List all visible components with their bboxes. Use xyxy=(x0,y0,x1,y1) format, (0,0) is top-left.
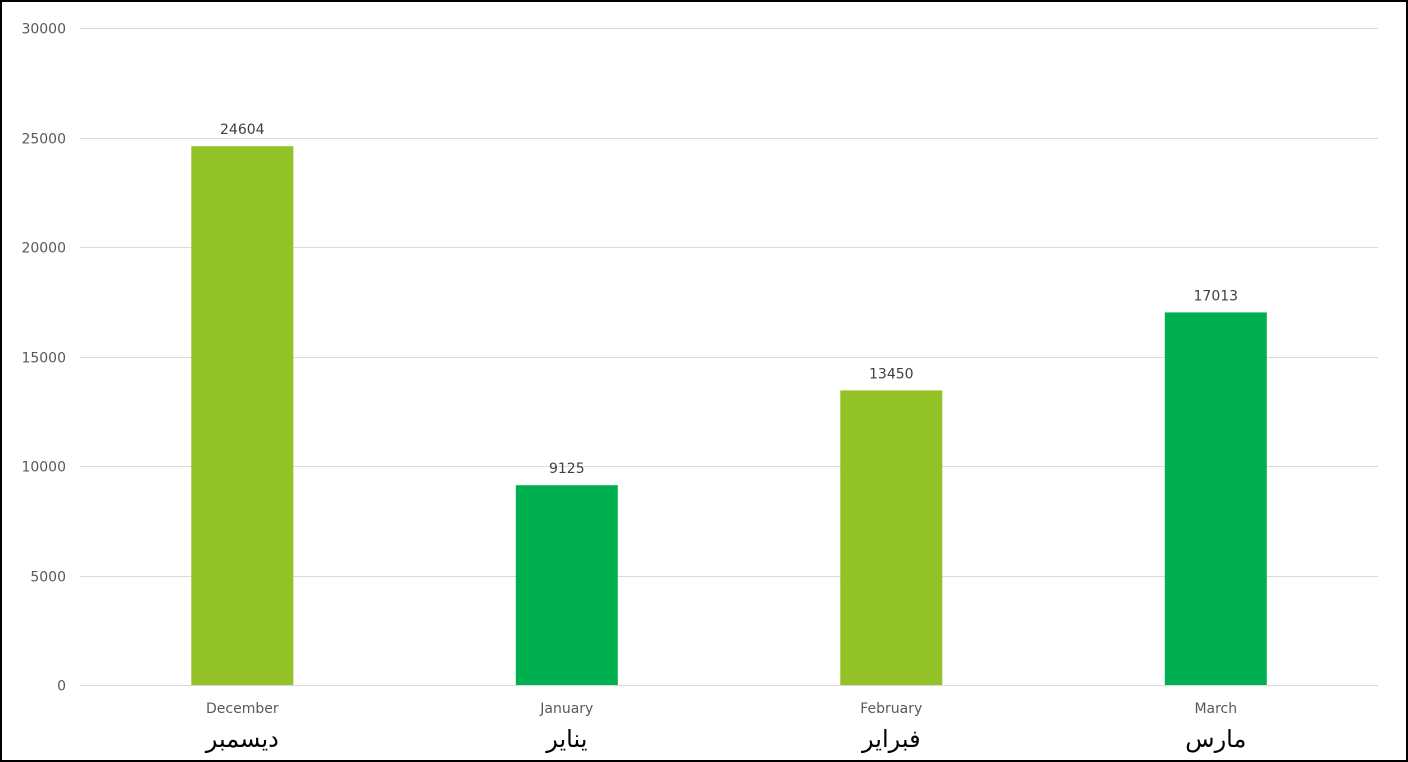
x-category-label: March xyxy=(1194,701,1237,717)
x-category-label-arabic: مارس xyxy=(1185,725,1246,753)
data-label: 13450 xyxy=(869,366,914,382)
x-category-label: February xyxy=(860,701,922,717)
data-label: 17013 xyxy=(1194,288,1239,304)
data-label: 24604 xyxy=(220,122,265,138)
x-category-label-arabic: ديسمبر xyxy=(205,725,279,753)
y-tick-label: 25000 xyxy=(21,132,66,148)
bar xyxy=(840,390,943,685)
data-label: 9125 xyxy=(549,461,585,477)
x-category-label: January xyxy=(539,701,593,717)
y-tick-label: 5000 xyxy=(30,570,66,586)
x-axis-category-labels: December ديسمبر January يناير February فبراير… xyxy=(205,701,1247,753)
y-tick-label: 15000 xyxy=(21,351,66,367)
bar xyxy=(191,146,294,685)
gridlines xyxy=(80,28,1378,686)
x-category-label: December xyxy=(206,701,279,717)
bars xyxy=(191,146,1267,685)
x-category-label-arabic: يناير xyxy=(545,725,587,753)
bar xyxy=(515,485,618,685)
data-labels: 24604 9125 13450 17013 xyxy=(220,122,1238,477)
y-tick-label: 0 xyxy=(57,679,66,695)
bar xyxy=(1164,312,1267,685)
y-tick-label: 20000 xyxy=(21,241,66,257)
y-tick-label: 30000 xyxy=(21,22,66,38)
y-axis-tick-labels: 0 5000 10000 15000 20000 25000 30000 xyxy=(21,22,66,695)
x-category-label-arabic: فبراير xyxy=(861,725,921,753)
y-tick-label: 10000 xyxy=(21,460,66,476)
